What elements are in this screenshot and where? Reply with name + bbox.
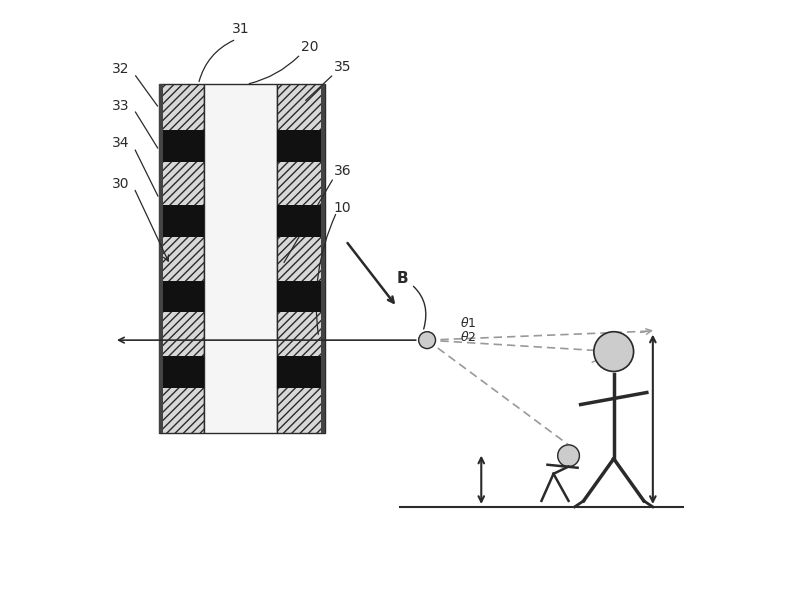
Bar [277, 84, 325, 433]
Text: 31: 31 [232, 22, 250, 36]
Bar [159, 84, 204, 433]
Bar [277, 281, 321, 312]
Bar [163, 356, 204, 388]
Text: 20: 20 [301, 40, 318, 54]
Text: 36: 36 [334, 164, 351, 178]
Text: 33: 33 [112, 99, 130, 113]
Bar [163, 281, 204, 312]
Circle shape [418, 332, 435, 349]
Bar [163, 205, 204, 237]
Text: B: B [397, 271, 426, 329]
Bar [277, 205, 321, 237]
Text: 32: 32 [112, 63, 130, 76]
Circle shape [594, 332, 634, 371]
Text: 34: 34 [112, 137, 130, 150]
Text: 35: 35 [334, 60, 351, 74]
Bar [163, 130, 204, 162]
Bar [321, 84, 325, 433]
Bar [277, 356, 321, 388]
Bar [204, 84, 277, 433]
Text: 30: 30 [112, 177, 130, 191]
Bar [277, 130, 321, 162]
Circle shape [558, 445, 579, 467]
Bar [159, 84, 163, 433]
Text: $\theta$1: $\theta$1 [460, 316, 477, 330]
Text: 10: 10 [334, 201, 351, 215]
Text: $\theta$2: $\theta$2 [460, 330, 477, 344]
